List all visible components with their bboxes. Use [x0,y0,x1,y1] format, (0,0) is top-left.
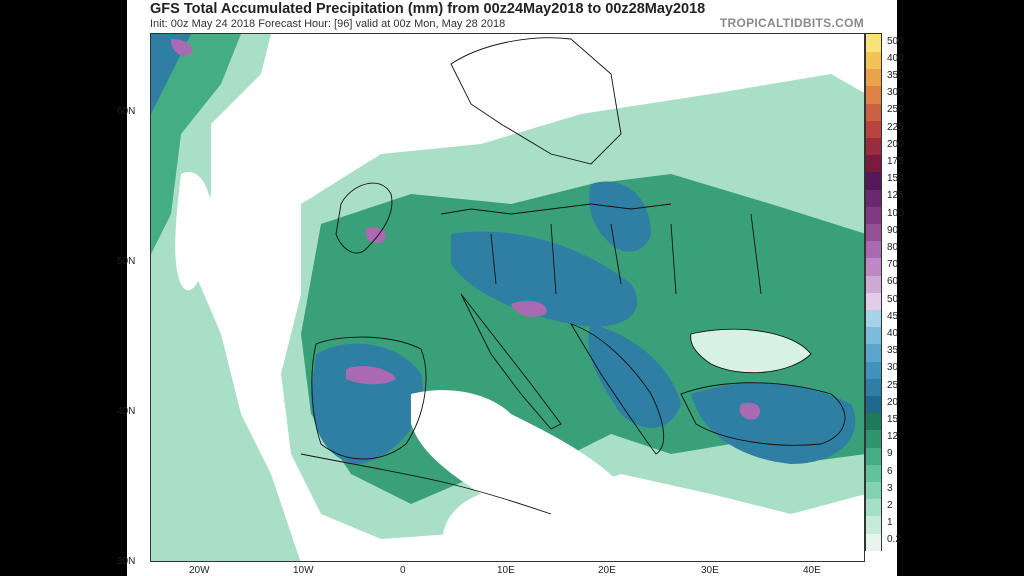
legend-level-label: 200 [887,138,904,150]
legend-level-label: 6 [887,465,893,477]
iberia-heavy-precip [311,343,423,464]
black-sea-area [690,329,811,373]
spain-extreme-spot [346,366,396,385]
legend-level-label: 1 [887,517,893,529]
map-graphics [151,34,864,561]
legend-level-label: 20 [887,396,899,408]
legend-swatch [866,34,881,52]
legend-swatch [866,171,881,190]
poland-heavy-precip [589,181,651,252]
weather-figure: GFS Total Accumulated Precipitation (mm)… [117,0,904,576]
legend-swatch [866,309,881,328]
legend-level-label: 90 [887,224,899,236]
legend-level-label: 40 [887,328,899,339]
legend-level-label: 15 [887,414,899,425]
legend-swatch [866,326,881,345]
legend-level-label: 80 [887,242,899,253]
coastlines [300,37,846,515]
legend-swatch [866,498,881,517]
alps-extreme-spot [511,300,547,317]
legend-swatch [866,446,881,465]
legend-swatch [866,515,881,534]
legend-swatch [866,274,881,293]
atlantic-precip-band [151,34,301,561]
legend-level-label: 350 [887,70,904,81]
legend-swatch [866,412,881,431]
legend-level-label: 50 [887,293,899,305]
brand-watermark: TROPICALTIDBITS.COM [719,16,864,30]
atlantic-extreme-spot [171,39,193,56]
legend-swatch [866,481,881,500]
legend-level-label: 2 [887,500,893,511]
legend-swatch [866,343,881,362]
legend-swatch [866,188,881,207]
balkans-heavy-precip [588,324,681,428]
mediterranean-dry-area [411,390,711,561]
legend-swatch [866,120,881,138]
legend-swatch [866,206,881,224]
legend-level-label: 300 [887,87,904,99]
legend-swatch [866,223,881,242]
legend-swatch [866,85,881,104]
legend-swatch [866,257,881,276]
legend-swatch [866,378,881,396]
legend-swatch [866,68,881,87]
legend-level-label: 12 [887,431,899,443]
legend-swatch [866,464,881,482]
legend-level-label: 60 [887,276,899,288]
legend-level-label: 0.2 [887,534,901,546]
legend-swatch [866,240,881,259]
legend-swatch [866,154,881,173]
legend-level-label: 100 [887,207,904,219]
lon-label: 0 [400,565,406,576]
legend-swatch [866,395,881,414]
lon-label: 30E [701,565,719,576]
legend-swatch [866,292,881,310]
lon-label: 10E [497,565,515,576]
legend-swatch [866,102,881,121]
legend-level-label: 45 [887,310,899,322]
lon-label: 20E [598,565,616,576]
legend-level-label: 30 [887,362,899,374]
figure-subtitle: Init: 00z May 24 2018 Forecast Hour: [96… [150,18,506,30]
legend-level-label: 250 [887,104,904,116]
legend-level-label: 400 [887,52,904,64]
legend-level-label: 70 [887,259,899,271]
precip-legend [865,33,882,551]
lon-label: 10W [293,565,314,576]
legend-level-label: 150 [887,173,904,185]
lat-label: 50N [117,256,136,267]
legend-level-label: 3 [887,482,893,494]
figure-title: GFS Total Accumulated Precipitation (mm)… [150,1,706,17]
legend-level-label: 35 [887,345,899,357]
legend-swatch [866,429,881,448]
atlantic-core-band [151,34,241,254]
legend-swatch [866,532,881,551]
legend-level-label: 25 [887,379,899,391]
legend-swatch [866,137,881,156]
atlantic-dry-gap [175,172,212,291]
legend-level-label: 9 [887,448,893,460]
legend-level-label: 500 [887,35,904,47]
legend-swatch [866,360,881,379]
legend-level-label: 125 [887,190,904,202]
precipitation-map [150,33,865,562]
lon-label: 40E [803,565,821,576]
lon-label: 20W [189,565,210,576]
legend-level-label: 175 [887,156,904,167]
central-europe-heavy-precip [451,231,638,327]
turkey-extreme-spot [739,402,761,420]
lat-label: 40N [117,406,136,417]
legend-level-label: 225 [887,121,904,133]
lat-label: 60N [117,106,136,117]
legend-swatch [866,51,881,70]
turkey-heavy-precip [691,383,856,464]
lat-label: 30N [117,556,136,567]
